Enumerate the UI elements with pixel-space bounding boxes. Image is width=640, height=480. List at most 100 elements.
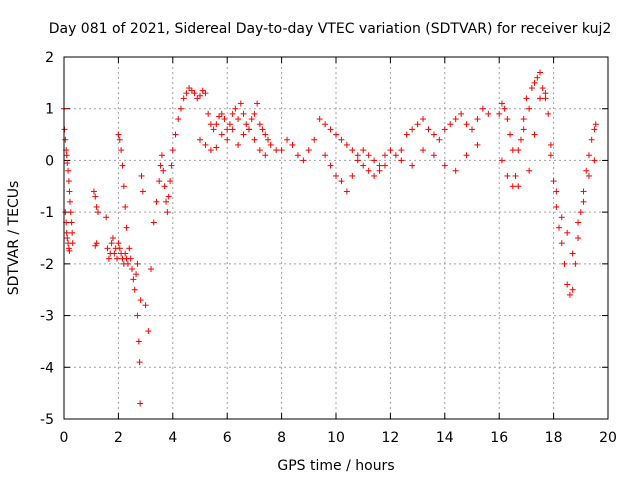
data-point (572, 260, 579, 267)
data-point (376, 162, 383, 169)
data-point (381, 162, 388, 169)
data-point (183, 90, 190, 97)
data-point (441, 162, 448, 169)
x-tick-label: 16 (490, 430, 508, 446)
data-point (509, 147, 516, 154)
data-point (116, 136, 123, 143)
data-point (284, 136, 291, 143)
data-point (558, 214, 565, 221)
data-point (526, 167, 533, 174)
data-point (273, 147, 280, 154)
data-point (235, 141, 242, 148)
x-tick-label: 2 (114, 430, 123, 446)
chart-title: Day 081 of 2021, Sidereal Day-to-day VTE… (49, 21, 612, 37)
data-point (349, 172, 356, 179)
data-point (124, 260, 131, 267)
data-point (92, 193, 99, 200)
data-point (469, 126, 475, 133)
data-point (224, 126, 231, 133)
data-point (542, 90, 549, 97)
data-point (520, 126, 527, 133)
data-point (172, 131, 179, 138)
data-point (278, 147, 285, 154)
data-point (504, 116, 511, 123)
data-point (496, 110, 503, 117)
data-point (575, 219, 582, 226)
data-point (558, 240, 565, 247)
data-point (294, 152, 301, 159)
data-point (115, 240, 122, 247)
data-point (92, 242, 99, 249)
data-point (129, 266, 135, 273)
data-point (517, 136, 524, 143)
data-point (420, 147, 427, 154)
data-point (69, 229, 76, 236)
data-point (145, 328, 152, 335)
data-point (458, 110, 465, 117)
data-point (354, 157, 361, 164)
data-point (202, 141, 209, 148)
data-point (316, 116, 323, 123)
data-point (64, 235, 71, 241)
data-point (210, 126, 217, 133)
data-point (240, 110, 247, 117)
data-point (165, 193, 172, 200)
x-tick-label: 10 (327, 430, 345, 446)
data-point (67, 209, 74, 216)
data-point (561, 260, 568, 267)
data-point (65, 167, 72, 174)
data-point (243, 121, 250, 128)
data-point (188, 87, 195, 94)
data-point (168, 162, 175, 169)
data-point (436, 136, 443, 143)
data-point (580, 188, 587, 195)
data-point (160, 167, 167, 174)
data-points (61, 69, 599, 407)
data-point (547, 141, 554, 148)
data-point (134, 312, 141, 319)
data-point (197, 92, 203, 99)
data-point (327, 162, 334, 169)
data-point (199, 87, 206, 94)
data-point (237, 100, 244, 107)
data-point (409, 162, 416, 169)
data-point (498, 100, 505, 107)
data-point (68, 219, 75, 226)
y-tick-label: 1 (45, 102, 54, 118)
data-point (224, 136, 231, 143)
data-point (585, 152, 592, 159)
x-tick-label: 12 (381, 430, 399, 446)
data-point (157, 162, 164, 169)
data-point (240, 131, 247, 138)
data-point (175, 116, 182, 123)
x-tick-label: 6 (223, 430, 232, 446)
data-point (360, 147, 367, 154)
data-point (539, 85, 546, 92)
data-point (577, 209, 584, 216)
data-point (547, 152, 554, 159)
data-point (360, 162, 367, 169)
data-point (537, 69, 543, 76)
data-point (111, 250, 118, 257)
data-point (65, 178, 72, 185)
data-point (248, 116, 255, 123)
data-point (62, 209, 69, 216)
data-point (512, 172, 519, 179)
data-point (333, 131, 339, 138)
data-point (254, 100, 261, 107)
data-point (109, 235, 116, 241)
data-point (520, 116, 527, 123)
x-tick-label: 8 (277, 430, 286, 446)
data-point (289, 141, 296, 148)
data-point (207, 147, 214, 154)
data-point (485, 110, 492, 117)
y-tick-label: -2 (40, 257, 54, 273)
data-point (515, 183, 522, 190)
data-point (333, 172, 339, 179)
data-point (142, 302, 149, 309)
data-point (592, 121, 599, 128)
data-point (115, 131, 122, 138)
data-point (553, 203, 560, 210)
data-point (90, 188, 97, 195)
y-tick-label: 0 (45, 153, 54, 169)
